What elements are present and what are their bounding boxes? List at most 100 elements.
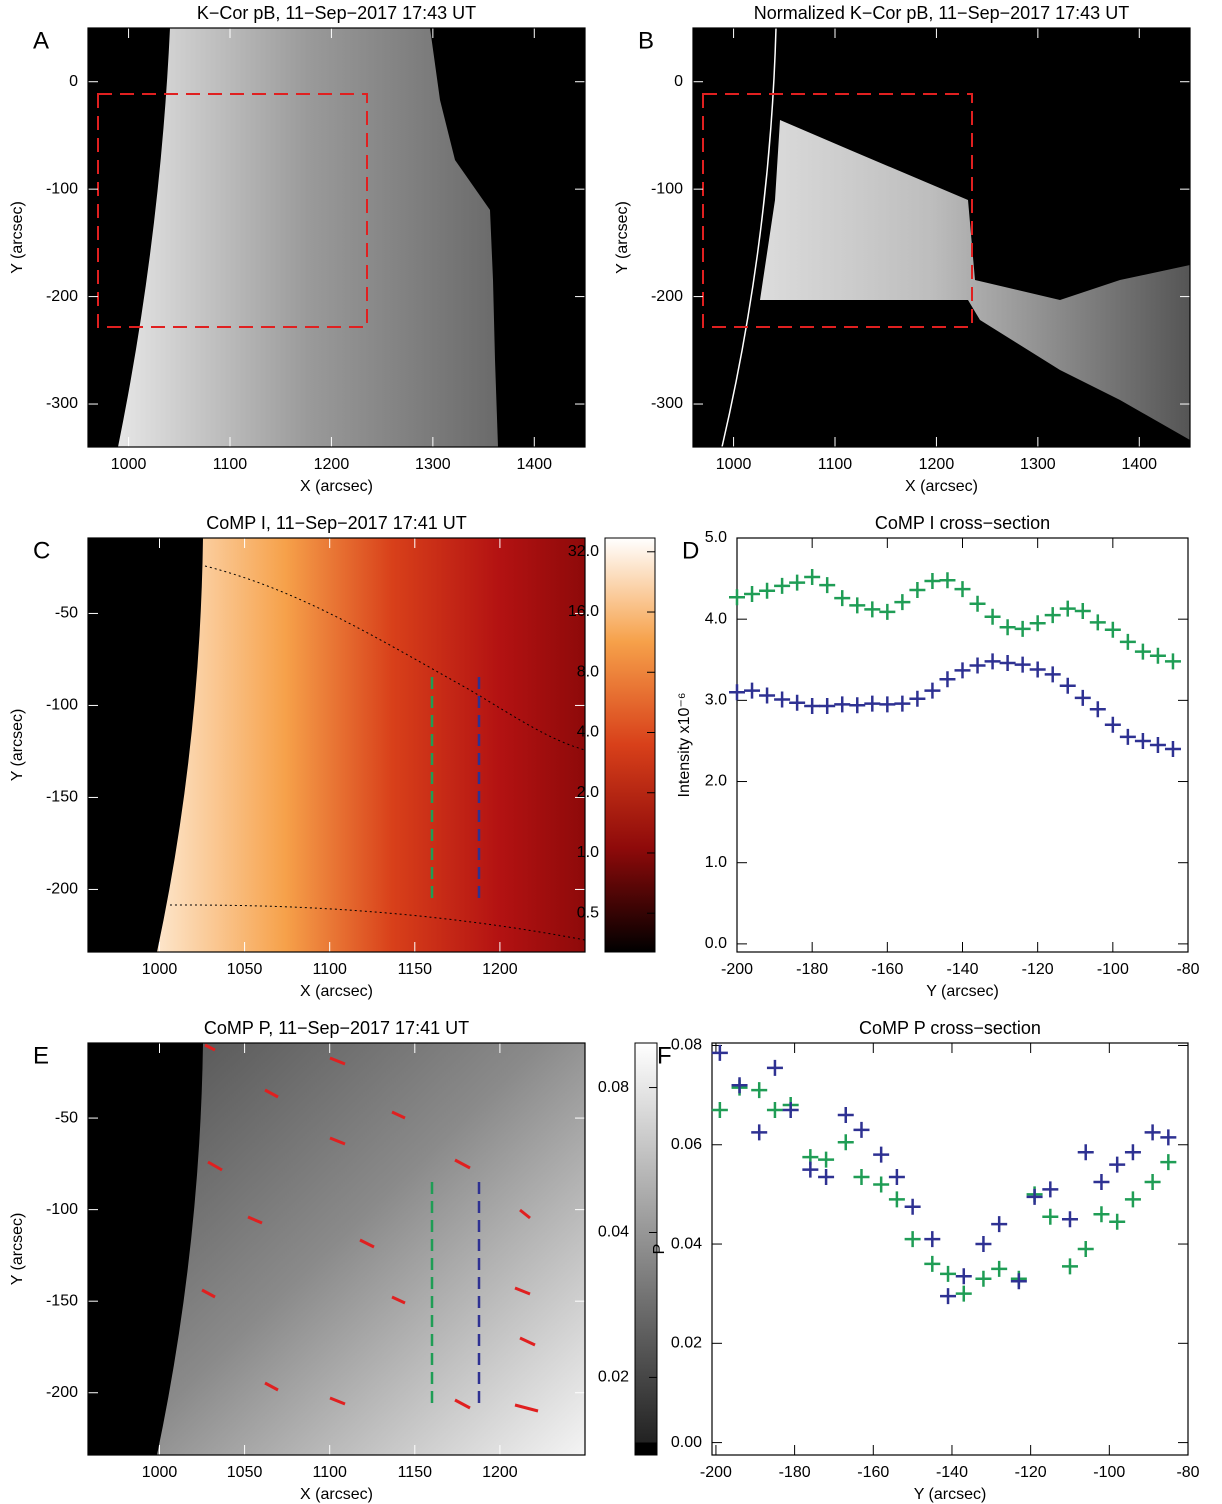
point bbox=[853, 1169, 870, 1186]
point bbox=[1077, 1241, 1094, 1257]
point bbox=[711, 1044, 728, 1061]
point bbox=[744, 586, 761, 603]
point bbox=[804, 568, 821, 585]
point bbox=[939, 572, 956, 589]
point bbox=[1160, 1129, 1177, 1146]
point bbox=[802, 1161, 819, 1178]
point bbox=[991, 1216, 1008, 1233]
point bbox=[1149, 737, 1166, 753]
colorbar-frame bbox=[634, 1042, 658, 1456]
point bbox=[975, 1270, 992, 1287]
point bbox=[864, 601, 881, 618]
panel-letter: B bbox=[638, 27, 654, 54]
x-tick-label: 1050 bbox=[227, 961, 263, 978]
x-tick-label: -160 bbox=[871, 961, 903, 978]
point bbox=[1042, 1181, 1059, 1198]
x-tick-label: -80 bbox=[1176, 961, 1199, 978]
y-tick-label: 0 bbox=[69, 73, 78, 90]
x-tick-label: 1000 bbox=[142, 1464, 178, 1481]
y-axis-label: Y (arcsec) bbox=[9, 709, 26, 782]
point bbox=[864, 695, 881, 712]
point bbox=[1109, 1156, 1126, 1173]
point bbox=[766, 1102, 783, 1119]
colorbar-tick-label: 16.0 bbox=[568, 603, 599, 620]
x-tick-label: 1300 bbox=[415, 456, 451, 473]
x-tick-label: 1000 bbox=[111, 456, 147, 473]
point bbox=[782, 1102, 799, 1119]
point bbox=[1010, 1273, 1027, 1290]
plot-frame bbox=[87, 537, 586, 953]
point bbox=[991, 1260, 1008, 1277]
point bbox=[751, 1124, 768, 1141]
point bbox=[1089, 614, 1106, 631]
x-tick-label: 1000 bbox=[142, 961, 178, 978]
point bbox=[955, 1285, 972, 1302]
x-tick-label: 1100 bbox=[213, 456, 248, 473]
point bbox=[939, 671, 956, 688]
y-tick-label: -300 bbox=[46, 395, 78, 412]
point bbox=[729, 684, 745, 701]
image-b bbox=[693, 27, 1190, 448]
point bbox=[1119, 633, 1136, 650]
point bbox=[789, 694, 806, 711]
x-tick-label: 1400 bbox=[1121, 456, 1157, 473]
y-tick-label: -200 bbox=[651, 288, 683, 305]
point bbox=[849, 697, 866, 714]
point bbox=[940, 1288, 957, 1305]
point bbox=[999, 619, 1016, 636]
colorbar-frame bbox=[604, 537, 656, 953]
colorbar-tick-label: 2.0 bbox=[577, 784, 599, 801]
panel-letter: C bbox=[33, 537, 50, 564]
y-tick-label: 0 bbox=[674, 73, 683, 90]
y-tick-label: -200 bbox=[46, 881, 78, 898]
point bbox=[984, 608, 1001, 625]
y-tick-label: -300 bbox=[651, 395, 683, 412]
colorbar-tick-label: 0.08 bbox=[598, 1079, 629, 1096]
y-axis-label: P bbox=[651, 1244, 668, 1255]
point bbox=[969, 657, 986, 674]
point bbox=[1144, 1173, 1161, 1190]
y-axis-label: Y (arcsec) bbox=[614, 201, 631, 274]
point bbox=[1093, 1173, 1110, 1190]
x-tick-label: 1100 bbox=[312, 961, 347, 978]
x-axis-label: Y (arcsec) bbox=[914, 1486, 987, 1503]
panel-title: Normalized K−Cor pB, 11−Sep−2017 17:43 U… bbox=[754, 3, 1129, 23]
point bbox=[837, 1106, 854, 1123]
x-axis-label: X (arcsec) bbox=[300, 1486, 373, 1503]
x-tick-label: 1150 bbox=[398, 961, 433, 978]
point bbox=[853, 1121, 870, 1138]
plot-frame bbox=[736, 537, 1189, 953]
point bbox=[1134, 732, 1151, 749]
point bbox=[954, 581, 971, 598]
plot-frame bbox=[692, 27, 1191, 448]
image-e bbox=[88, 1043, 657, 1455]
x-tick-label: -180 bbox=[779, 1464, 811, 1481]
point bbox=[1144, 1124, 1161, 1141]
point bbox=[879, 603, 896, 620]
point bbox=[1077, 1144, 1094, 1161]
point bbox=[1124, 1144, 1141, 1161]
point bbox=[894, 695, 911, 712]
y-tick-label: -200 bbox=[46, 288, 78, 305]
point bbox=[1059, 600, 1076, 617]
colorbar-tick-label: 1.0 bbox=[577, 844, 599, 861]
y-tick-label: -100 bbox=[46, 697, 78, 714]
point bbox=[975, 1236, 992, 1253]
point bbox=[940, 1265, 957, 1282]
point bbox=[909, 690, 926, 707]
point bbox=[1061, 1211, 1078, 1228]
point bbox=[1109, 1213, 1126, 1230]
y-tick-label: 3.0 bbox=[705, 692, 727, 709]
y-tick-label: -150 bbox=[46, 1292, 78, 1309]
colorbar-tick-label: 0.04 bbox=[598, 1224, 629, 1241]
point bbox=[1149, 647, 1166, 664]
point bbox=[759, 582, 776, 599]
y-tick-label: 0.04 bbox=[671, 1235, 702, 1252]
x-tick-label: -140 bbox=[936, 1464, 968, 1481]
y-tick-label: -50 bbox=[55, 605, 78, 622]
y-tick-label: -100 bbox=[46, 1201, 78, 1218]
x-tick-label: -120 bbox=[1022, 961, 1054, 978]
y-tick-label: 5.0 bbox=[705, 529, 727, 546]
panel-letter: A bbox=[33, 27, 49, 54]
x-tick-label: 1200 bbox=[314, 456, 350, 473]
